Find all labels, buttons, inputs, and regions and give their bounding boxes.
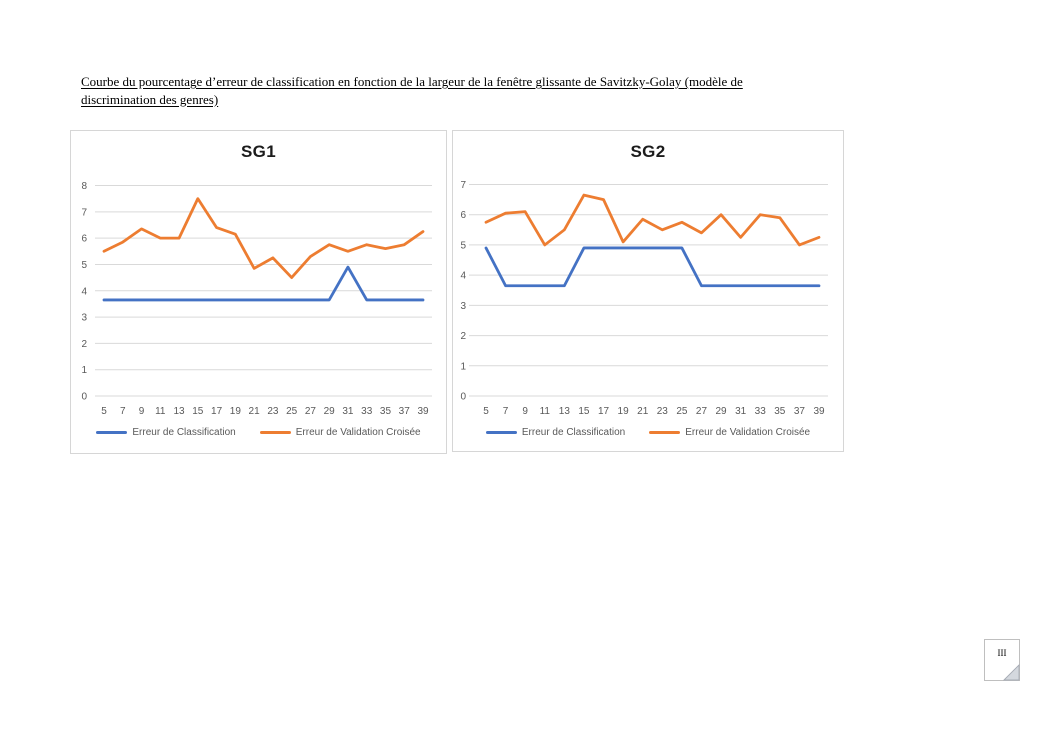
legend-item-validation: Erreur de Validation Croisée bbox=[259, 427, 421, 438]
legend-line-swatch-blue bbox=[485, 431, 517, 434]
svg-text:1: 1 bbox=[460, 361, 466, 372]
svg-text:23: 23 bbox=[657, 406, 669, 417]
svg-text:39: 39 bbox=[417, 406, 429, 417]
chart-sg2: SG2 0 1 2 3 4 5 6 7 5 7 9 11 13 15 17 19 21 23 25 27 29 31 33 3… bbox=[452, 130, 844, 452]
page-number: III bbox=[997, 648, 1007, 658]
svg-text:0: 0 bbox=[460, 392, 466, 403]
svg-text:6: 6 bbox=[460, 210, 466, 221]
svg-text:0: 0 bbox=[81, 392, 87, 403]
svg-text:15: 15 bbox=[578, 406, 590, 417]
svg-text:35: 35 bbox=[774, 406, 786, 417]
legend-line-swatch-orange bbox=[259, 431, 291, 434]
legend-item-validation: Erreur de Validation Croisée bbox=[649, 427, 810, 438]
svg-text:2: 2 bbox=[81, 339, 87, 350]
svg-text:4: 4 bbox=[460, 271, 466, 282]
svg-text:19: 19 bbox=[618, 406, 630, 417]
legend-item-classification: Erreur de Classification bbox=[96, 427, 236, 438]
chart-sg1: SG1 0 1 2 3 4 5 6 7 8 5 7 9 11 13 15 17 19 21 23 25 27 29 31 33… bbox=[70, 130, 447, 454]
legend-label-classification: Erreur de Classification bbox=[132, 427, 236, 438]
svg-text:29: 29 bbox=[715, 406, 727, 417]
svg-text:13: 13 bbox=[559, 406, 571, 417]
svg-text:7: 7 bbox=[120, 406, 126, 417]
legend-line-swatch-orange bbox=[649, 431, 681, 434]
svg-text:37: 37 bbox=[794, 406, 806, 417]
legend-label-classification: Erreur de Classification bbox=[521, 427, 626, 438]
svg-text:8: 8 bbox=[81, 181, 87, 192]
svg-text:33: 33 bbox=[361, 406, 373, 417]
svg-text:27: 27 bbox=[305, 406, 317, 417]
svg-text:11: 11 bbox=[155, 406, 166, 417]
svg-text:35: 35 bbox=[380, 406, 392, 417]
svg-text:17: 17 bbox=[211, 406, 223, 417]
svg-text:17: 17 bbox=[598, 406, 610, 417]
chart-legend-sg2: Erreur de Classification Erreur de Valid… bbox=[453, 427, 843, 438]
svg-text:5: 5 bbox=[81, 260, 87, 271]
svg-text:31: 31 bbox=[735, 406, 747, 417]
svg-text:11: 11 bbox=[540, 406, 551, 417]
svg-text:33: 33 bbox=[755, 406, 767, 417]
svg-text:23: 23 bbox=[267, 406, 279, 417]
svg-text:7: 7 bbox=[81, 207, 87, 218]
svg-text:21: 21 bbox=[637, 406, 649, 417]
svg-text:19: 19 bbox=[230, 406, 242, 417]
folded-corner-icon bbox=[1003, 664, 1020, 681]
svg-text:9: 9 bbox=[522, 406, 528, 417]
svg-text:13: 13 bbox=[173, 406, 185, 417]
svg-text:15: 15 bbox=[192, 406, 204, 417]
chart-title-sg1: SG1 bbox=[241, 142, 276, 161]
svg-text:39: 39 bbox=[813, 406, 825, 417]
document-heading: Courbe du pourcentage d’erreur de classi… bbox=[81, 74, 743, 107]
svg-text:29: 29 bbox=[324, 406, 336, 417]
svg-text:37: 37 bbox=[399, 406, 411, 417]
svg-text:6: 6 bbox=[81, 234, 87, 245]
svg-text:25: 25 bbox=[676, 406, 688, 417]
page-number-widget: III bbox=[984, 639, 1020, 681]
svg-text:5: 5 bbox=[483, 406, 489, 417]
svg-text:5: 5 bbox=[101, 406, 107, 417]
svg-text:4: 4 bbox=[81, 286, 87, 297]
svg-text:7: 7 bbox=[460, 180, 466, 191]
svg-text:27: 27 bbox=[696, 406, 708, 417]
legend-label-validation: Erreur de Validation Croisée bbox=[295, 427, 421, 438]
svg-text:7: 7 bbox=[503, 406, 509, 417]
legend-label-validation: Erreur de Validation Croisée bbox=[685, 427, 811, 438]
legend-item-classification: Erreur de Classification bbox=[485, 427, 626, 438]
svg-text:3: 3 bbox=[81, 313, 87, 324]
svg-text:5: 5 bbox=[460, 240, 466, 251]
svg-text:9: 9 bbox=[139, 406, 145, 417]
chart-title-sg2: SG2 bbox=[630, 142, 666, 161]
svg-text:1: 1 bbox=[81, 365, 87, 376]
svg-text:21: 21 bbox=[249, 406, 261, 417]
legend-line-swatch-blue bbox=[96, 431, 128, 434]
svg-text:3: 3 bbox=[460, 301, 466, 312]
chart-legend-sg1: Erreur de Classification Erreur de Valid… bbox=[71, 427, 446, 438]
svg-text:25: 25 bbox=[286, 406, 298, 417]
svg-text:31: 31 bbox=[342, 406, 354, 417]
svg-text:2: 2 bbox=[460, 331, 466, 342]
